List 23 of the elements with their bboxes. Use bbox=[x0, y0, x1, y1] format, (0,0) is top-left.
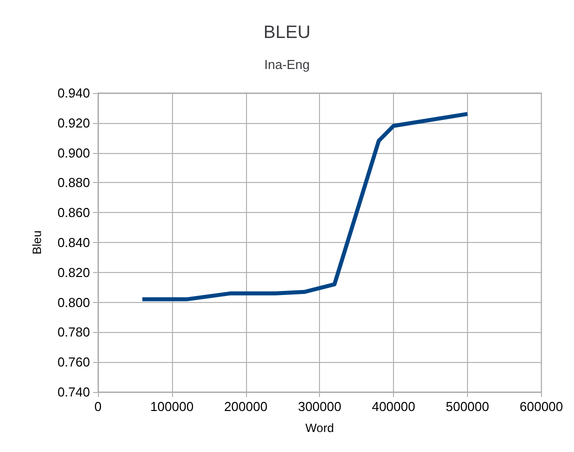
y-tick-label: 0.740 bbox=[57, 384, 90, 400]
y-tick-label: 0.900 bbox=[57, 145, 90, 160]
x-tick-label: 400000 bbox=[372, 399, 416, 414]
chart-subtitle: Ina-Eng bbox=[264, 57, 310, 72]
y-tick-label: 0.820 bbox=[57, 264, 90, 280]
y-tick-label: 0.800 bbox=[57, 294, 90, 310]
x-axis-title: Word bbox=[305, 421, 334, 435]
x-tick-label: 0 bbox=[94, 399, 102, 414]
y-tick-label: 0.780 bbox=[57, 324, 90, 340]
y-axis-title: Bleu bbox=[30, 230, 44, 255]
x-tick-label: 300000 bbox=[298, 399, 342, 414]
y-tick-label: 0.920 bbox=[57, 115, 90, 130]
line-series bbox=[140, 112, 470, 302]
x-tick-label: 200000 bbox=[224, 399, 268, 414]
chart-title: BLEU bbox=[263, 22, 311, 42]
x-tick-label: 100000 bbox=[150, 399, 194, 414]
y-tick-label: 0.940 bbox=[57, 86, 90, 100]
y-tick-label: 0.760 bbox=[57, 354, 90, 370]
x-tick-label: 600000 bbox=[520, 399, 564, 414]
y-tick-label: 0.840 bbox=[57, 235, 90, 250]
y-tick-label: 0.880 bbox=[57, 175, 90, 190]
x-tick-label: 500000 bbox=[446, 399, 490, 414]
y-tick-label: 0.860 bbox=[57, 205, 90, 220]
